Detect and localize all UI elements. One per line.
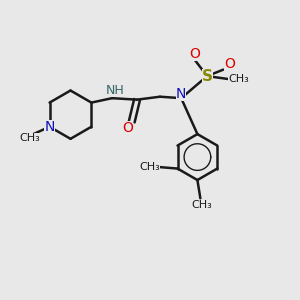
Text: O: O <box>189 47 200 61</box>
Text: CH₃: CH₃ <box>191 200 212 210</box>
Text: S: S <box>202 69 213 84</box>
Text: N: N <box>176 87 186 101</box>
Text: CH₃: CH₃ <box>140 162 160 172</box>
Text: O: O <box>122 121 133 135</box>
Text: NH: NH <box>106 84 125 97</box>
Text: CH₃: CH₃ <box>228 74 249 84</box>
Text: O: O <box>224 57 235 71</box>
Text: N: N <box>44 120 55 134</box>
Text: CH₃: CH₃ <box>20 133 40 142</box>
